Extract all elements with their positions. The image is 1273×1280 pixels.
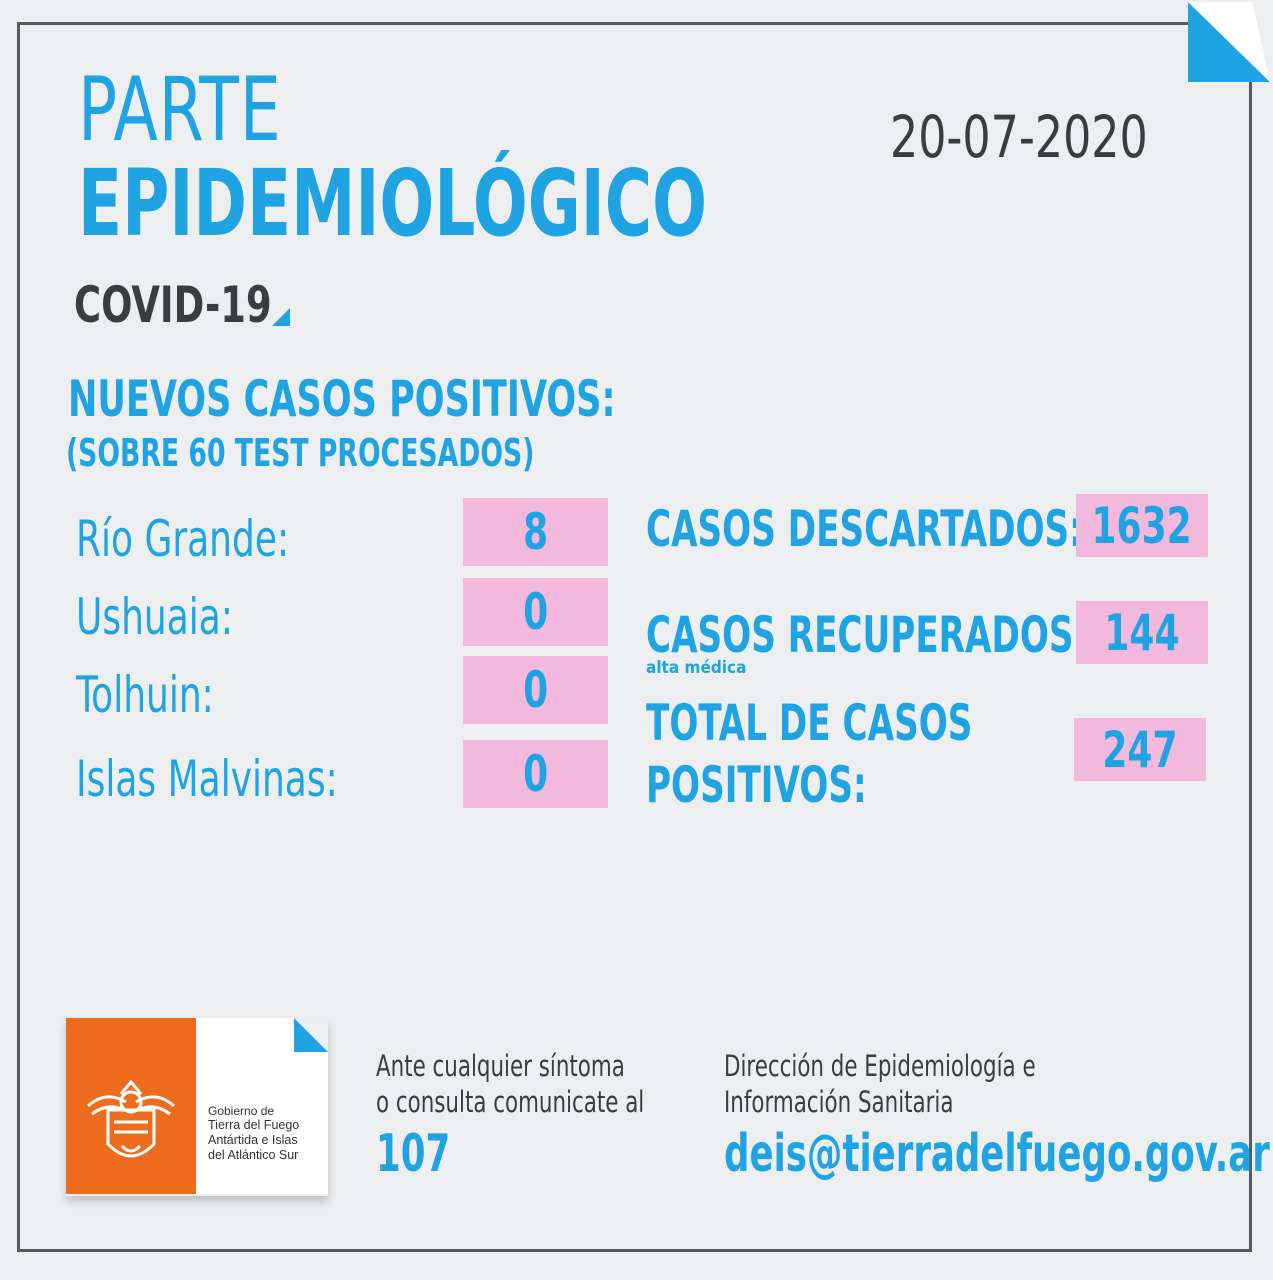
city-label-islas-malvinas: Islas Malvinas:: [76, 750, 338, 808]
city-label-ushuaia: Ushuaia:: [76, 588, 233, 646]
city-value-tolhuin: 0: [522, 661, 549, 719]
new-cases-subheading: (SOBRE 60 TEST PROCESADOS): [66, 431, 535, 475]
city-value-box: 0: [463, 740, 608, 808]
logo-line-4: del Atlántico Sur: [208, 1148, 299, 1163]
discarded-value: 1632: [1091, 496, 1193, 555]
logo-line-1: Gobierno de: [208, 1104, 275, 1118]
city-value-ushuaia: 0: [522, 583, 549, 641]
city-value-islas-malvinas: 0: [522, 745, 549, 803]
government-logo: Gobierno de Tierra del Fuego Antártida e…: [66, 1018, 328, 1196]
recovered-sublabel: alta médica: [646, 658, 747, 678]
city-value-box: 0: [463, 578, 608, 646]
recovered-label: CASOS RECUPERADOS:: [646, 606, 1088, 664]
logo-fold-icon: [294, 1018, 328, 1052]
corner-fold-icon: [1188, 2, 1270, 82]
recovered-value: 144: [1104, 603, 1180, 662]
recovered-box: 144: [1076, 601, 1208, 664]
contact-line-2: o consulta comunicate al: [376, 1085, 645, 1119]
page-frame: [17, 22, 1252, 1252]
subtitle: COVID-19: [74, 276, 272, 334]
office-line-1: Dirección de Epidemiología e: [724, 1049, 1036, 1083]
email-address: deis@tierradelfuego.gov.ar: [724, 1124, 1270, 1184]
total-label-line-2: POSITIVOS:: [646, 756, 867, 814]
logo-line-2: Tierra del Fuego: [208, 1118, 300, 1133]
discarded-label: CASOS DESCARTADOS:: [646, 500, 1083, 558]
triangle-accent-icon: [272, 308, 290, 326]
discarded-box: 1632: [1076, 494, 1208, 557]
contact-line-1: Ante cualquier síntoma: [376, 1049, 625, 1083]
city-value-box: 8: [463, 498, 608, 566]
coat-of-arms-icon: [87, 1079, 175, 1158]
new-cases-heading: NUEVOS CASOS POSITIVOS:: [68, 370, 616, 428]
total-box: 247: [1074, 718, 1206, 781]
logo-orange-panel: [66, 1018, 196, 1194]
report-date: 20-07-2020: [890, 103, 1148, 171]
office-line-2: Información Sanitaria: [724, 1085, 954, 1119]
city-label-rio-grande: Río Grande:: [76, 510, 290, 568]
total-label-line-1: TOTAL DE CASOS: [646, 694, 973, 752]
title-line-1: PARTE: [78, 58, 282, 161]
city-value-box: 0: [463, 656, 608, 724]
title-line-2: EPIDEMIOLÓGICO: [78, 150, 707, 257]
city-label-tolhuin: Tolhuin:: [76, 666, 214, 724]
logo-line-3: Antártida e Islas: [208, 1133, 298, 1148]
total-value: 247: [1102, 720, 1178, 779]
logo-text: Gobierno de Tierra del Fuego Antártida e…: [208, 1104, 328, 1163]
phone-number: 107: [376, 1124, 451, 1184]
city-value-rio-grande: 8: [522, 503, 549, 561]
